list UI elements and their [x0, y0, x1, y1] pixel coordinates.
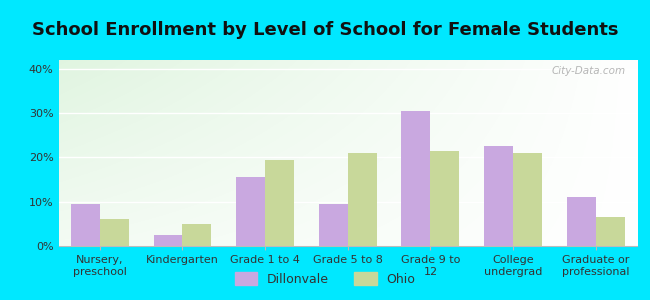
Bar: [236, 177, 265, 246]
Bar: [513, 153, 542, 246]
Bar: [71, 204, 100, 246]
Bar: [348, 153, 377, 246]
Bar: [183, 224, 211, 246]
Bar: [318, 204, 348, 246]
Bar: [100, 219, 129, 246]
Bar: [567, 197, 595, 246]
Text: School Enrollment by Level of School for Female Students: School Enrollment by Level of School for…: [32, 21, 618, 39]
Legend: Dillonvale, Ohio: Dillonvale, Ohio: [229, 267, 421, 291]
Bar: [265, 160, 294, 246]
Text: City-Data.com: City-Data.com: [551, 66, 625, 76]
Bar: [595, 217, 625, 246]
Bar: [430, 151, 460, 246]
Bar: [402, 111, 430, 246]
Bar: [484, 146, 513, 246]
Bar: [153, 235, 183, 246]
